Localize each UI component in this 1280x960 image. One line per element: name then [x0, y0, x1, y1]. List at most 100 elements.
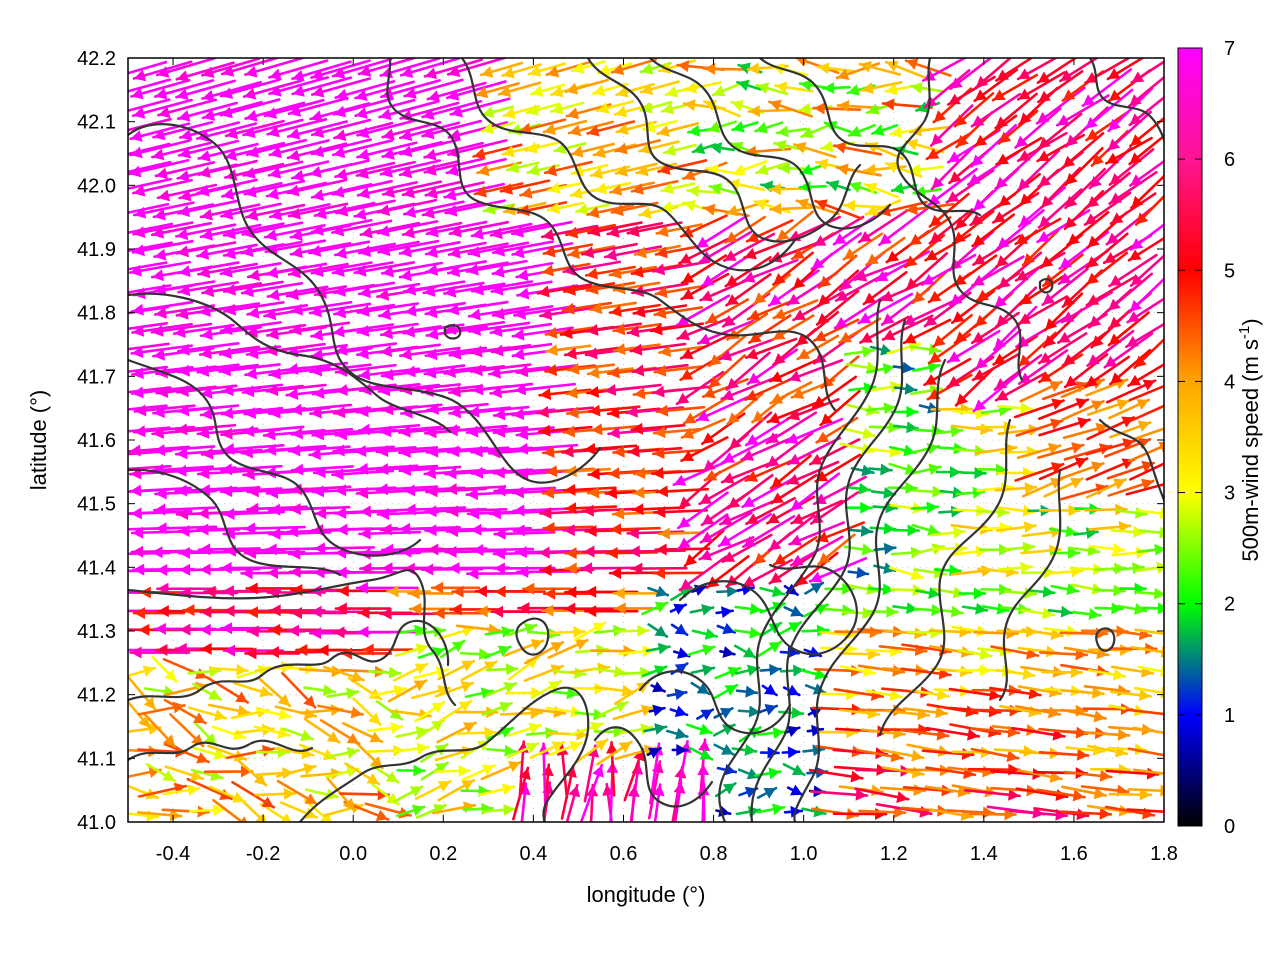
wind-arrow: [439, 639, 466, 659]
wind-arrow: [608, 523, 661, 536]
wind-arrow: [1061, 400, 1105, 421]
wind-arrow: [1061, 785, 1107, 800]
wind-arrow: [188, 706, 228, 721]
wind-arrow: [201, 100, 263, 121]
wind-arrow: [285, 285, 348, 301]
wind-arrow: [275, 763, 317, 778]
wind-arrow: [910, 688, 950, 701]
wind-arrow: [931, 542, 968, 555]
wind-arrow: [717, 513, 773, 548]
wind-arrow: [585, 322, 643, 336]
wind-arrow: [584, 525, 640, 538]
wind-arrow: [992, 192, 1040, 224]
wind-arrow: [424, 260, 488, 276]
wind-vectors: [128, 58, 1164, 822]
wind-arrow: [488, 365, 551, 379]
wind-arrow: [541, 486, 592, 499]
wind-arrow: [150, 322, 213, 337]
contour-line: [750, 318, 907, 822]
wind-arrow: [734, 602, 763, 615]
wind-arrow: [660, 182, 696, 195]
wind-arrow: [816, 269, 860, 308]
wind-arrow: [1117, 603, 1148, 615]
wind-arrow: [862, 271, 908, 306]
wind-arrow: [279, 801, 318, 819]
wind-arrow: [733, 644, 757, 659]
wind-arrow: [1085, 171, 1131, 209]
wind-arrow: [696, 708, 715, 721]
wind-arrow: [219, 78, 281, 99]
wind-arrow: [222, 280, 284, 296]
wind-arrow: [434, 681, 475, 698]
wind-arrow: [1127, 362, 1164, 387]
wind-arrow: [543, 160, 593, 177]
wind-arrow: [259, 802, 292, 822]
wind-arrow: [547, 638, 589, 659]
wind-arrow: [671, 743, 689, 756]
wind-arrow: [303, 684, 336, 697]
wind-arrow: [401, 180, 462, 199]
wind-arrow: [506, 742, 540, 759]
wind-arrow: [823, 604, 855, 617]
wind-arrow: [787, 358, 844, 382]
wind-arrow: [288, 321, 351, 336]
wind-arrow: [865, 236, 906, 267]
wind-arrow: [744, 459, 793, 482]
wind-arrow: [402, 200, 465, 218]
x-tick-label: 0.4: [519, 843, 547, 865]
wind-arrow: [564, 78, 609, 95]
colorbar-label: 500m-wind speed (m s-1): [1236, 318, 1263, 561]
wind-arrow: [1128, 75, 1164, 108]
wind-arrow: [1130, 174, 1164, 210]
wind-arrow: [725, 351, 771, 391]
wind-arrow: [689, 603, 715, 616]
wind-arrow: [720, 460, 776, 484]
wind-arrow: [728, 411, 773, 451]
wind-arrow: [812, 375, 857, 409]
x-tick-label: 0.0: [339, 843, 367, 865]
wind-arrow: [493, 484, 557, 497]
wind-arrow: [746, 348, 799, 386]
wind-arrow: [415, 719, 445, 740]
wind-arrow: [354, 98, 416, 119]
wind-arrow: [801, 624, 830, 637]
wind-arrow: [586, 203, 635, 219]
wind-arrow: [151, 655, 178, 683]
wind-arrow: [721, 433, 778, 464]
wind-arrow: [128, 699, 152, 730]
wind-arrow: [308, 302, 372, 318]
wind-arrow: [234, 756, 268, 787]
wind-arrow: [1060, 663, 1110, 677]
wind-arrow: [614, 139, 661, 155]
wind-arrow: [923, 69, 971, 109]
wind-arrow: [355, 160, 416, 179]
wind-arrow: [549, 101, 585, 115]
wind-arrow: [447, 121, 509, 141]
wind-arrow: [359, 221, 421, 239]
wind-arrow: [608, 303, 661, 317]
wind-arrow: [593, 181, 632, 195]
wind-arrow: [152, 120, 214, 141]
wind-arrow: [436, 721, 477, 744]
wind-arrow: [748, 314, 792, 344]
wind-arrow: [154, 161, 216, 180]
wind-arrow: [1038, 353, 1084, 384]
contour-line: [386, 58, 837, 412]
wind-arrow: [584, 265, 636, 280]
wind-arrow: [647, 623, 669, 638]
wind-arrow: [612, 704, 655, 721]
wind-arrow: [858, 806, 907, 819]
wind-arrow: [1110, 689, 1152, 702]
wind-arrow: [1083, 503, 1128, 516]
wind-arrow: [970, 123, 1017, 168]
colorbar-tick-label: 3: [1224, 483, 1235, 505]
wind-arrow: [991, 73, 1039, 102]
wind-arrow: [587, 404, 641, 417]
contour-line: [460, 58, 797, 272]
wind-arrow: [839, 665, 877, 677]
wind-arrow: [810, 788, 869, 801]
wind-arrow: [1050, 583, 1080, 596]
wind-arrow: [128, 60, 168, 75]
wind-arrow: [129, 646, 191, 659]
wind-arrow: [332, 281, 396, 297]
